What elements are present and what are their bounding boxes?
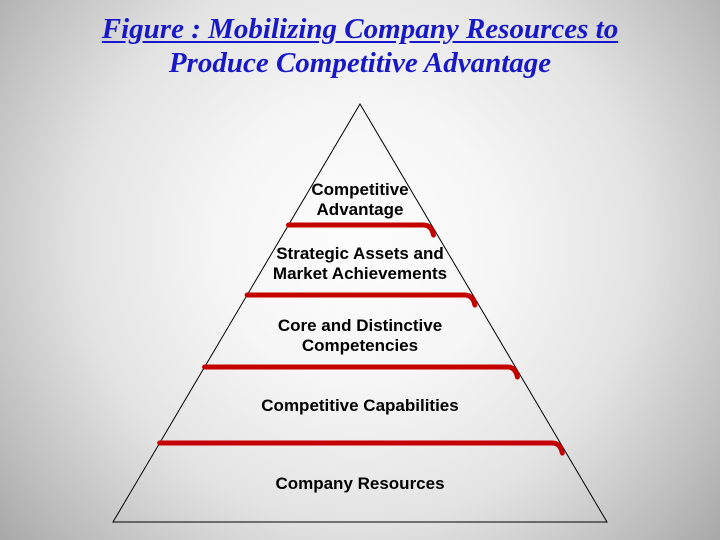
level-label-3: Competitive Capabilities bbox=[235, 396, 485, 416]
level-label-1: Strategic Assets andMarket Achievements bbox=[264, 244, 456, 283]
level-label-0: CompetitiveAdvantage bbox=[295, 180, 425, 219]
slide: Figure : Mobilizing Company Resources to… bbox=[0, 0, 720, 540]
level-label-4: Company Resources bbox=[235, 474, 485, 494]
level-label-2: Core and DistinctiveCompetencies bbox=[260, 316, 460, 355]
